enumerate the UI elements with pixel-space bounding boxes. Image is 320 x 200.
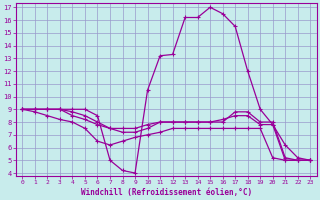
X-axis label: Windchill (Refroidissement éolien,°C): Windchill (Refroidissement éolien,°C) [81,188,252,197]
